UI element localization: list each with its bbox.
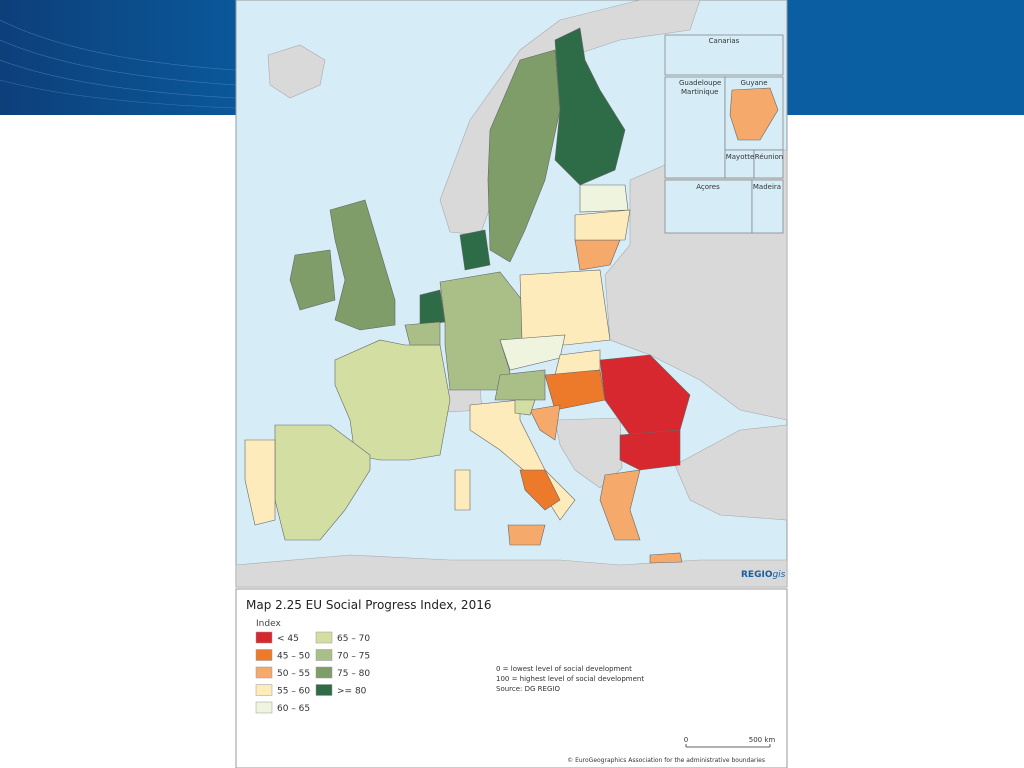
map-title: Map 2.25 EU Social Progress Index, 2016 — [246, 598, 491, 612]
legend-swatch — [315, 649, 333, 661]
brand: REGIOgis — [741, 570, 786, 580]
region — [599, 469, 641, 541]
scale-label: 500 km — [749, 736, 776, 744]
legend-swatch — [315, 666, 333, 679]
scale-bar: 0 500 km — [684, 736, 776, 748]
legend-swatch — [255, 649, 273, 661]
map: Canarias Guadeloupe Martinique Guyane Ma… — [235, 0, 788, 588]
region — [579, 184, 629, 213]
region — [329, 199, 396, 331]
region — [459, 229, 491, 271]
inset-label: Mayotte — [726, 153, 755, 161]
inset-label: Guadeloupe — [679, 79, 721, 87]
note: 100 = highest level of social developmen… — [496, 675, 644, 683]
legend-label: 45 – 50 — [277, 652, 310, 662]
legend-label: 50 – 55 — [277, 669, 310, 679]
legend-label: 60 – 65 — [277, 704, 310, 714]
region — [507, 524, 546, 546]
legend: < 45 45 – 50 50 – 55 55 – 60 60 – 65 65 – 70 7… — [255, 631, 370, 714]
region — [519, 469, 561, 511]
region — [454, 469, 471, 511]
inset-frames — [664, 34, 784, 234]
legend-label: 75 – 80 — [337, 669, 370, 679]
legend-swatch — [255, 631, 273, 644]
legend-label: 55 – 60 — [277, 687, 310, 697]
regions — [244, 27, 691, 564]
legend-label: 65 – 70 — [337, 634, 370, 644]
note: Source: DG REGIO — [496, 685, 560, 693]
inset-label: Guyane — [740, 79, 767, 87]
legend-label: < 45 — [277, 634, 299, 644]
inset-label: Madeira — [753, 183, 781, 191]
legend-title: Index — [256, 619, 281, 629]
region — [289, 249, 336, 311]
legend-swatch — [315, 684, 333, 696]
scale-label: 0 — [684, 736, 688, 744]
copyright: © EuroGeographics Association for the ad… — [567, 757, 765, 764]
inset-region — [729, 87, 779, 141]
region — [554, 27, 626, 186]
legend-swatch — [315, 631, 333, 644]
region — [619, 429, 681, 471]
legend-swatch — [255, 684, 273, 696]
legend-swatch — [255, 701, 273, 714]
region — [274, 424, 371, 541]
region — [439, 271, 523, 391]
panel — [235, 588, 788, 768]
legend-label: 70 – 75 — [337, 652, 370, 662]
region — [649, 552, 683, 564]
inset-label: Açores — [696, 183, 720, 191]
region — [404, 321, 441, 346]
note: 0 = lowest level of social development — [496, 665, 632, 673]
header-decoration — [0, 19, 237, 109]
region — [494, 369, 546, 401]
inset-labels: Canarias Guadeloupe Martinique Guyane Ma… — [679, 37, 783, 191]
legend-panel: Map 2.25 EU Social Progress Index, 2016 … — [235, 588, 788, 768]
inset-label: Martinique — [681, 88, 718, 96]
region — [334, 339, 451, 461]
region — [574, 209, 631, 241]
legend-swatch — [255, 666, 273, 679]
brand-part: gis — [772, 570, 785, 580]
region — [529, 404, 561, 441]
region — [244, 439, 276, 526]
region — [519, 269, 611, 346]
inset-label: Canarias — [709, 37, 740, 45]
region — [514, 399, 536, 416]
inset-label: Réunion — [755, 153, 783, 161]
brand-part: REGIO — [741, 570, 773, 580]
region — [487, 49, 561, 263]
legend-label: >= 80 — [337, 687, 367, 697]
